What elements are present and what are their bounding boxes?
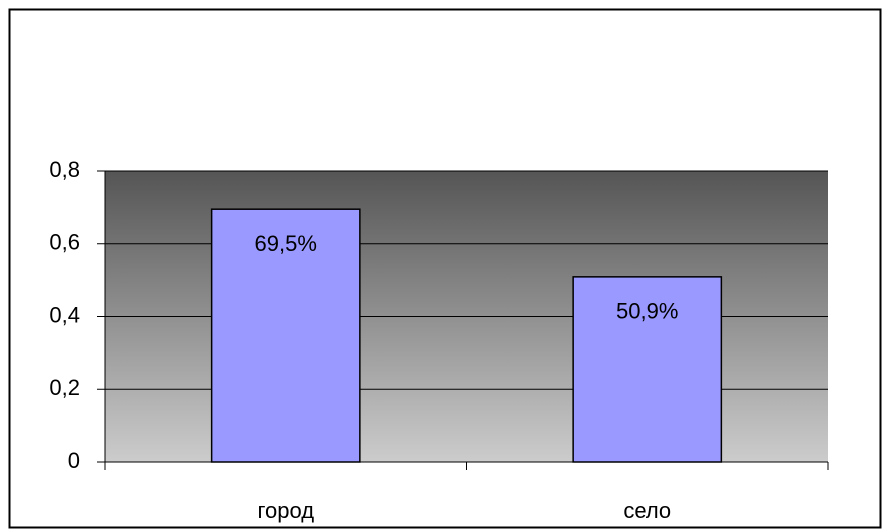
data-label: 69,5% bbox=[255, 231, 317, 256]
y-tick-label: 0,6 bbox=[49, 230, 80, 255]
bar bbox=[210, 208, 361, 463]
y-tick-label: 0,8 bbox=[49, 157, 80, 182]
y-tick-label: 0 bbox=[68, 448, 80, 473]
y-tick-label: 0,2 bbox=[49, 375, 80, 400]
data-label: 50,9% bbox=[616, 299, 678, 324]
y-tick-label: 0,4 bbox=[49, 302, 80, 327]
bar bbox=[572, 276, 723, 463]
x-tick-label: город bbox=[257, 498, 314, 523]
x-tick-label: село bbox=[623, 498, 671, 523]
